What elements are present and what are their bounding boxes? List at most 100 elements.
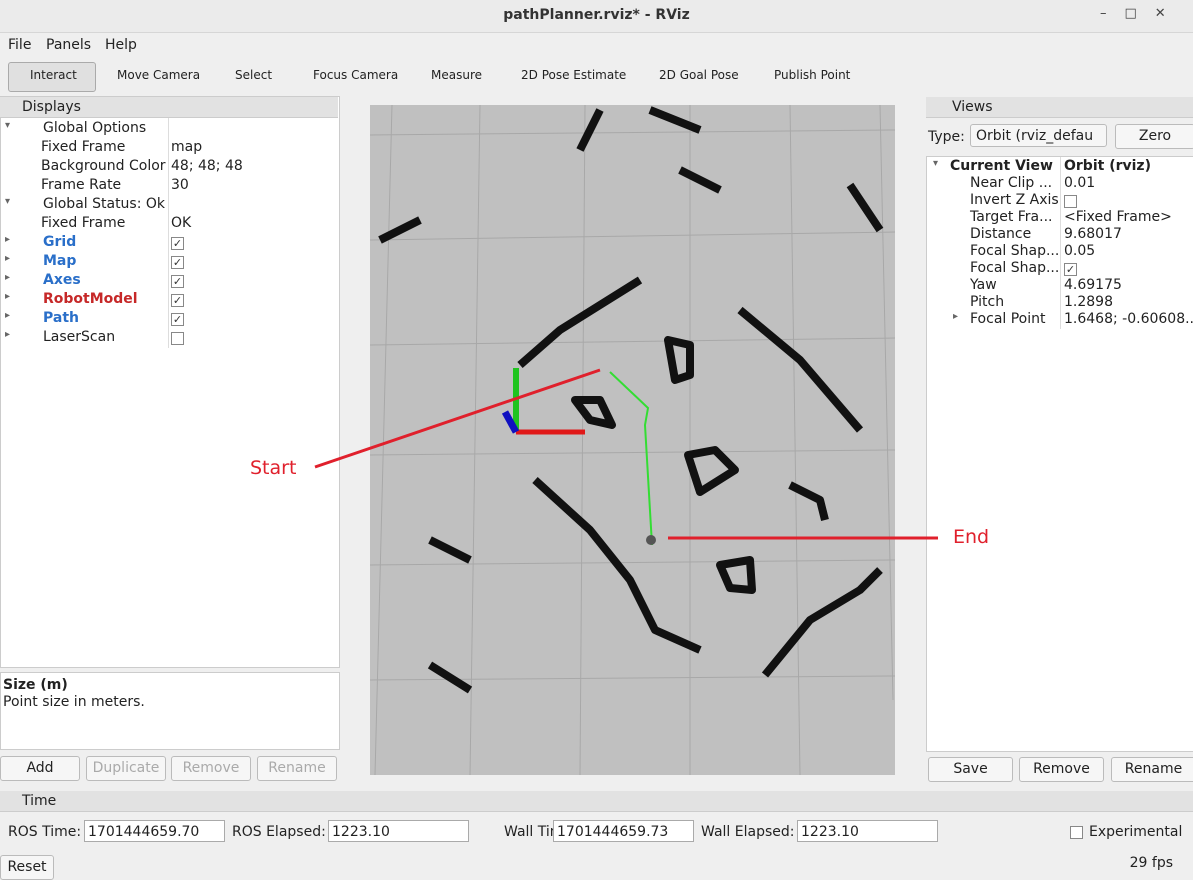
- fps: 29 fps: [1129, 855, 1173, 871]
- view-name[interactable]: Near Clip ...: [970, 175, 1053, 191]
- display-value: OK: [171, 215, 192, 231]
- display-name[interactable]: Global Status: Ok: [43, 196, 166, 212]
- views-tree-box: [926, 156, 1193, 752]
- tool-button[interactable]: Interact: [30, 68, 77, 82]
- expander: ▾: [5, 196, 11, 207]
- expander: ▾: [5, 120, 11, 131]
- time-input[interactable]: 1701444659.73: [553, 820, 694, 842]
- menu-item[interactable]: Panels: [46, 37, 92, 53]
- view-name[interactable]: Pitch: [970, 294, 1005, 310]
- description-box: [0, 672, 340, 750]
- display-name[interactable]: Fixed Frame: [41, 215, 126, 231]
- tool-button[interactable]: Publish Point: [774, 68, 851, 82]
- view-name[interactable]: Current View: [950, 158, 1053, 174]
- display-name[interactable]: LaserScan: [43, 329, 116, 345]
- view-name[interactable]: Invert Z Axis: [970, 192, 1059, 208]
- view-value: <Fixed Frame>: [1064, 209, 1172, 225]
- view-name[interactable]: Focal Shap...: [970, 243, 1060, 259]
- display-value: map: [171, 139, 203, 155]
- window-title: pathPlanner.rviz* - RViz: [503, 7, 690, 23]
- tool-button[interactable]: Select: [235, 68, 273, 82]
- display-name[interactable]: Frame Rate: [41, 177, 122, 193]
- start-arrow: [314, 368, 601, 469]
- time-title: Time: [22, 793, 57, 809]
- reset-button[interactable]: Reset: [0, 855, 54, 880]
- display-checkbox[interactable]: ✓: [171, 256, 184, 269]
- display-button[interactable]: Add: [0, 756, 80, 781]
- display-name[interactable]: Axes: [43, 272, 81, 288]
- axis-z: [501, 410, 520, 434]
- view-value: 1.6468; -0.60608...: [1064, 311, 1193, 327]
- map-background: [370, 105, 895, 775]
- time-input[interactable]: 1701444659.70: [84, 820, 225, 842]
- views-title: Views: [952, 99, 993, 115]
- view-checkbox[interactable]: ✓: [1064, 263, 1077, 276]
- view-value: 4.69175: [1064, 277, 1122, 293]
- display-button[interactable]: Remove: [171, 756, 251, 781]
- display-name[interactable]: Fixed Frame: [41, 139, 126, 155]
- time-label: ROS Elapsed:: [232, 824, 326, 840]
- window-controls[interactable]: –□✕: [1100, 6, 1184, 21]
- tool-button[interactable]: 2D Goal Pose: [659, 68, 739, 82]
- view-button[interactable]: Remove: [1019, 757, 1104, 782]
- tool-button[interactable]: Focus Camera: [313, 68, 399, 82]
- menu-item[interactable]: File: [8, 37, 32, 53]
- view-value: Orbit (rviz): [1064, 158, 1151, 174]
- view-value: 1.2898: [1064, 294, 1113, 310]
- display-name[interactable]: Path: [43, 310, 79, 326]
- display-button[interactable]: Rename: [257, 756, 337, 781]
- display-checkbox[interactable]: ✓: [171, 294, 184, 307]
- type-combo[interactable]: Orbit (rviz_defau: [970, 124, 1107, 147]
- view-checkbox[interactable]: [1064, 195, 1077, 208]
- display-name[interactable]: Global Options: [43, 120, 147, 136]
- display-value: 48; 48; 48: [171, 158, 243, 174]
- experimental-checkbox[interactable]: [1070, 826, 1083, 839]
- expander: ▾: [933, 158, 939, 169]
- expander: ▸: [5, 253, 11, 264]
- view-name[interactable]: Focal Point: [970, 311, 1046, 327]
- display-checkbox[interactable]: ✓: [171, 237, 184, 250]
- tool-button[interactable]: Measure: [431, 68, 482, 82]
- display-name[interactable]: Grid: [43, 234, 77, 250]
- obstacles: [378, 106, 884, 694]
- expander: ▸: [953, 311, 959, 322]
- view-name[interactable]: Target Fra...: [970, 209, 1053, 225]
- expander: ▸: [5, 272, 11, 283]
- column-divider: [1060, 157, 1061, 329]
- expander: ▸: [5, 234, 11, 245]
- tool-button[interactable]: 2D Pose Estimate: [521, 68, 627, 82]
- display-checkbox[interactable]: [171, 332, 184, 345]
- display-checkbox[interactable]: ✓: [171, 313, 184, 326]
- displays-title: Displays: [22, 99, 81, 115]
- zero-button[interactable]: Zero: [1115, 124, 1193, 149]
- view-button[interactable]: Rename: [1111, 757, 1193, 782]
- time-input[interactable]: 1223.10: [328, 820, 469, 842]
- view-name[interactable]: Distance: [970, 226, 1032, 242]
- time-label: ROS Time:: [8, 824, 82, 840]
- view-value: 0.01: [1064, 175, 1096, 191]
- expander: ▸: [5, 310, 11, 321]
- display-name[interactable]: RobotModel: [43, 291, 138, 307]
- display-button[interactable]: Duplicate: [86, 756, 166, 781]
- description-title: Size (m): [3, 677, 68, 693]
- expander: ▸: [5, 291, 11, 302]
- start-label: Start: [250, 457, 297, 479]
- menu-item[interactable]: Help: [105, 37, 137, 53]
- view-value: 0.05: [1064, 243, 1096, 259]
- type-label: Type:: [928, 129, 965, 145]
- display-name[interactable]: Map: [43, 253, 77, 269]
- display-name[interactable]: Background Color: [41, 158, 166, 174]
- tool-button[interactable]: Move Camera: [117, 68, 201, 82]
- display-checkbox[interactable]: ✓: [171, 275, 184, 288]
- view-name[interactable]: Focal Shap...: [970, 260, 1060, 276]
- displays-header: [0, 97, 338, 118]
- time-input[interactable]: 1223.10: [797, 820, 938, 842]
- interact-pressed: [8, 62, 96, 92]
- goal-marker: [646, 535, 656, 545]
- view-button[interactable]: Save: [928, 757, 1013, 782]
- displays-panel: [0, 96, 340, 668]
- view-name[interactable]: Yaw: [970, 277, 997, 293]
- time-header: [0, 791, 1193, 812]
